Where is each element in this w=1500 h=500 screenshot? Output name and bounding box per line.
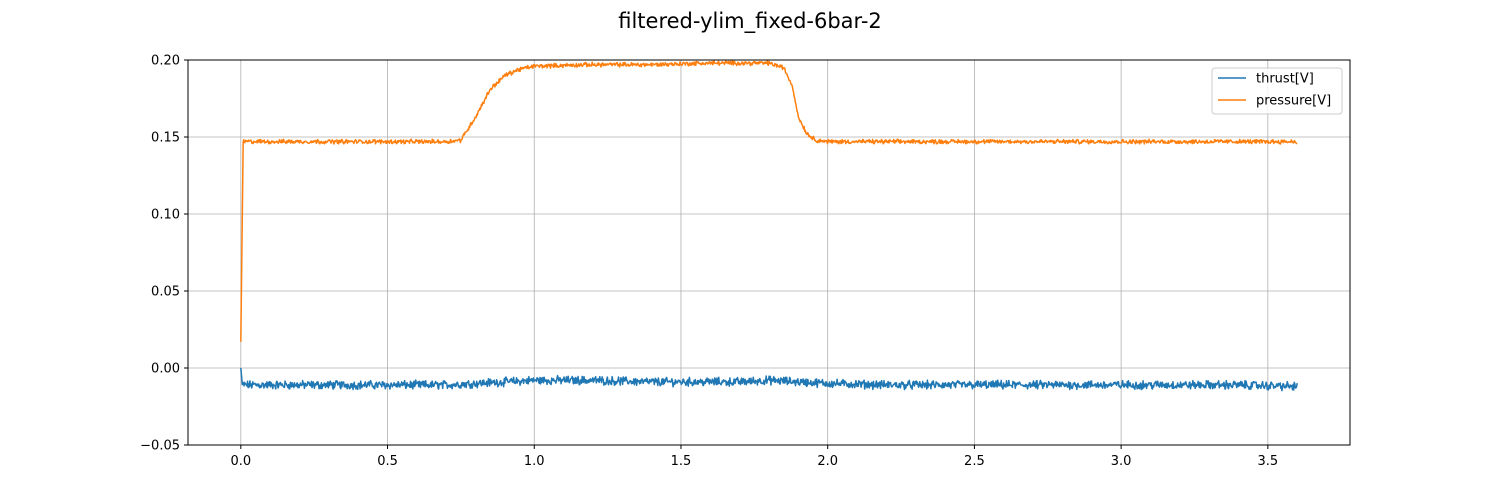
x-tick-label: 2.5: [964, 454, 985, 469]
legend-label-pressure: pressure[V]: [1256, 94, 1331, 109]
x-tick-label: 0.5: [377, 454, 398, 469]
legend: thrust[V] pressure[V]: [1211, 67, 1343, 115]
x-tick-label: 1.5: [671, 454, 692, 469]
series-line-pressure: [240, 60, 1298, 342]
legend-label-thrust: thrust[V]: [1256, 72, 1314, 87]
x-tick-label: 2.0: [817, 454, 838, 469]
y-tick-label: 0.10: [151, 208, 180, 223]
y-axis-ticks: −0.05 0.00 0.05 0.10 0.15 0.20: [140, 54, 188, 454]
x-tick-label: 1.0: [524, 454, 545, 469]
x-axis-ticks: 0.0 0.5 1.0 1.5 2.0 2.5 3.0 3.5: [230, 445, 1278, 469]
y-tick-label: 0.00: [151, 362, 180, 377]
x-tick-label: 0.0: [230, 454, 251, 469]
y-tick-label: 0.05: [151, 285, 180, 300]
series-line-thrust: [240, 367, 1298, 392]
plot-frame: [187, 59, 1351, 446]
y-tick-label: 0.15: [151, 131, 180, 146]
y-tick-label: −0.05: [140, 439, 180, 454]
y-tick-label: 0.20: [151, 54, 180, 69]
x-tick-label: 3.5: [1257, 454, 1278, 469]
chart-title: filtered-ylim_fixed-6bar-2: [618, 9, 882, 33]
x-tick-label: 3.0: [1111, 454, 1132, 469]
series-lines: [240, 60, 1298, 392]
legend-box: [1211, 67, 1343, 115]
